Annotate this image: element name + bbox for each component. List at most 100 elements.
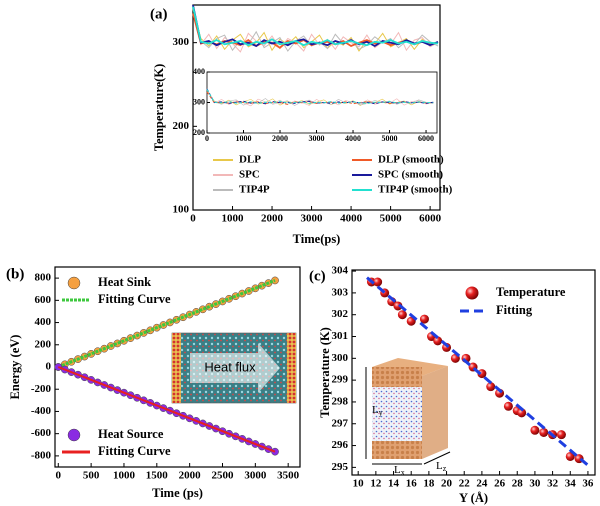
y-tick-label: 302: [332, 308, 349, 320]
x-axis-title: Y (Å): [459, 491, 488, 505]
y-tick-label: 300: [193, 97, 205, 106]
y-tick-label: -800: [31, 449, 52, 461]
x-tick-label: 6000: [418, 134, 434, 143]
fit-line: [57, 279, 276, 369]
data-point: [373, 277, 383, 287]
x-tick-label: 16: [406, 478, 418, 490]
y-tick-label: 299: [332, 374, 349, 386]
plot-frame: [192, 4, 441, 211]
fit-line: [57, 366, 276, 453]
legend-swatch: [67, 428, 81, 442]
y-tick-label: 800: [35, 272, 52, 284]
x-tick-label: 30: [529, 478, 541, 490]
heat-flux-inset: Heat flux: [171, 332, 297, 404]
legend-label: TIP4P (smooth): [378, 184, 453, 196]
data-point: [419, 314, 429, 324]
x-tick-label: 18: [423, 478, 435, 490]
label-main: L: [372, 404, 379, 416]
y-tick-label: 300: [173, 36, 190, 48]
legend-label: Temperature: [496, 285, 566, 299]
inset-line: [206, 89, 434, 104]
x-tick-label: 1000: [113, 470, 136, 482]
data-point: [530, 425, 540, 435]
data-point: [539, 427, 549, 437]
inset-line: [206, 88, 434, 107]
y-tick-label: 600: [35, 294, 52, 306]
panel-label: (a): [150, 6, 168, 22]
slab: [372, 367, 422, 387]
plot-frame: [351, 269, 596, 476]
y-tick-label: 100: [173, 204, 190, 216]
y-tick-label: -200: [31, 383, 52, 395]
data-point: [397, 310, 407, 320]
y-tick-label: 301: [332, 330, 349, 342]
x-tick-label: 6000: [419, 213, 442, 225]
data-point: [54, 363, 63, 371]
legend-label: Fitting: [496, 303, 533, 317]
annotation: Heat flux: [204, 359, 256, 374]
y-tick-label: 400: [193, 67, 205, 76]
y-tick-label: 304: [332, 265, 349, 277]
x-tick-label: 0: [190, 213, 196, 225]
y-tick-label: 298: [332, 395, 349, 407]
x-tick-label: 0: [205, 134, 209, 143]
legend-label: Fitting Curve: [98, 444, 171, 458]
x-tick-label: 12: [370, 478, 382, 490]
x-tick-label: 3000: [309, 134, 325, 143]
x-axis-title: Time (ps): [152, 486, 203, 500]
slab: [372, 441, 422, 459]
legend-label: Fitting Curve: [98, 292, 171, 306]
x-tick-label: 32: [547, 478, 559, 490]
inset-wall: [287, 333, 296, 403]
y-tick-label: 200: [193, 128, 205, 137]
dimension-label: Lz: [436, 460, 447, 473]
x-tick-label: 3000: [301, 213, 324, 225]
series-line: [192, 4, 439, 53]
x-tick-label: 36: [582, 478, 594, 490]
data-point: [503, 401, 513, 411]
label-sub: z: [443, 464, 447, 473]
dimension-label: Ly: [372, 404, 383, 417]
label-main: L: [394, 464, 401, 476]
x-tick-label: 1500: [146, 470, 169, 482]
inset-wall: [172, 333, 181, 403]
x-tick-label: 1000: [236, 134, 252, 143]
x-tick-label: 3000: [244, 470, 267, 482]
box-side: [422, 366, 448, 459]
data-point: [393, 301, 403, 311]
x-tick-label: 500: [83, 470, 100, 482]
y-axis-title: Energy (eV): [8, 335, 22, 400]
dim-arrow: [423, 451, 451, 465]
y-tick-label: 200: [173, 120, 190, 132]
x-tick-label: 2500: [211, 470, 234, 482]
legend-label: DLP (smooth): [378, 154, 444, 166]
x-tick-label: 2000: [261, 213, 284, 225]
data-point: [517, 408, 527, 418]
dimension-label: Lx: [394, 464, 405, 477]
panel-label: (b): [6, 266, 24, 282]
legend-swatch: [465, 286, 479, 300]
x-tick-label: 20: [441, 478, 453, 490]
data-point: [486, 382, 496, 392]
legend-label: TIP4P: [239, 184, 270, 196]
data-point: [556, 430, 566, 440]
data-point: [271, 447, 279, 456]
data-point: [433, 336, 443, 346]
legend-label: Heat Source: [98, 427, 164, 441]
label-sub: y: [379, 408, 383, 417]
legend-label: Heat Sink: [98, 275, 151, 289]
label-main: L: [436, 460, 443, 472]
x-tick-label: 2000: [179, 470, 202, 482]
x-tick-label: 22: [459, 478, 471, 490]
y-axis-title: Temperature (K): [318, 327, 332, 418]
legend-swatch: [67, 276, 81, 290]
water-region: [372, 387, 422, 441]
legend-label: SPC (smooth): [378, 169, 443, 181]
y-tick-label: 0: [46, 361, 52, 373]
box-inset: [365, 358, 451, 465]
x-axis-title: Time(ps): [293, 232, 341, 246]
y-tick-label: -600: [31, 427, 52, 439]
legend-label: SPC: [239, 169, 260, 181]
y-tick-label: 296: [332, 439, 349, 451]
